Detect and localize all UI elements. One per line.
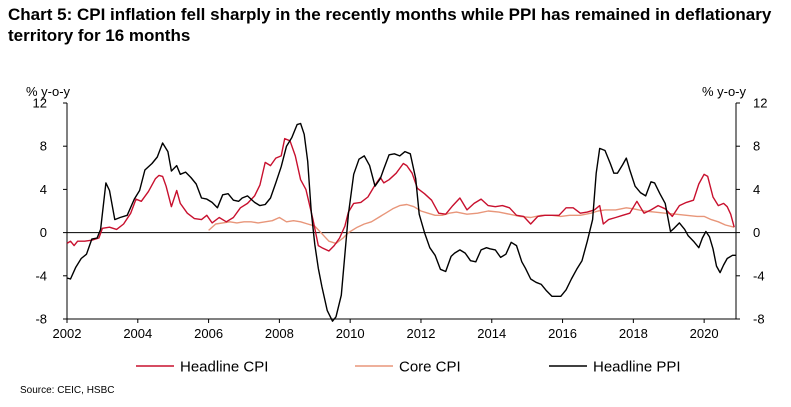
- x-tick-label: 2008: [265, 326, 294, 341]
- headline-ppi-line: [66, 122, 736, 322]
- y-axis-unit-right: % y-o-y: [702, 84, 747, 99]
- y-tick-label-left: 4: [40, 182, 47, 197]
- x-tick-label: 2012: [407, 326, 436, 341]
- x-tick-label: 2004: [123, 326, 152, 341]
- x-tick-label: 2014: [477, 326, 506, 341]
- y-axis-unit-left: % y-o-y: [26, 84, 71, 99]
- y-tick-label-right: 0: [753, 225, 760, 240]
- legend-label-headline-ppi: Headline PPI: [593, 359, 681, 376]
- y-tick-label-left: 0: [40, 225, 47, 240]
- x-tick-label: 2002: [53, 326, 82, 341]
- chart-title: Chart 5: CPI inflation fell sharply in t…: [8, 5, 772, 45]
- y-tick-label-right: -4: [753, 268, 765, 283]
- y-tick-label-right: 8: [753, 139, 760, 154]
- legend-label-headline-cpi: Headline CPI: [180, 359, 268, 376]
- x-tick-label: 2006: [194, 326, 223, 341]
- y-tick-label-right: 4: [753, 182, 760, 197]
- x-tick-label: 2016: [548, 326, 577, 341]
- core-cpi-line: [208, 203, 735, 245]
- x-tick-label: 2018: [619, 326, 648, 341]
- y-tick-label-right: 12: [753, 96, 767, 111]
- source-note: Source: CEIC, HSBC: [20, 385, 115, 396]
- x-tick-label: 2010: [336, 326, 365, 341]
- chart-legend: Headline CPI Core CPI Headline PPI: [136, 359, 681, 376]
- headline-cpi-line: [66, 137, 735, 252]
- y-tick-label-right: -8: [753, 312, 765, 327]
- chart-series: [66, 122, 736, 322]
- y-tick-label-left: 12: [33, 96, 47, 111]
- legend-label-core-cpi: Core CPI: [399, 359, 461, 376]
- chart-axes: 12 12 8 8 4 4 0 0 -4 -4 -8 -8 2002 2004 2006 2008 2010 20…: [26, 84, 767, 341]
- y-tick-label-left: -8: [35, 312, 47, 327]
- x-tick-label: 2020: [690, 326, 719, 341]
- y-tick-label-left: 8: [40, 139, 47, 154]
- y-tick-label-left: -4: [35, 268, 47, 283]
